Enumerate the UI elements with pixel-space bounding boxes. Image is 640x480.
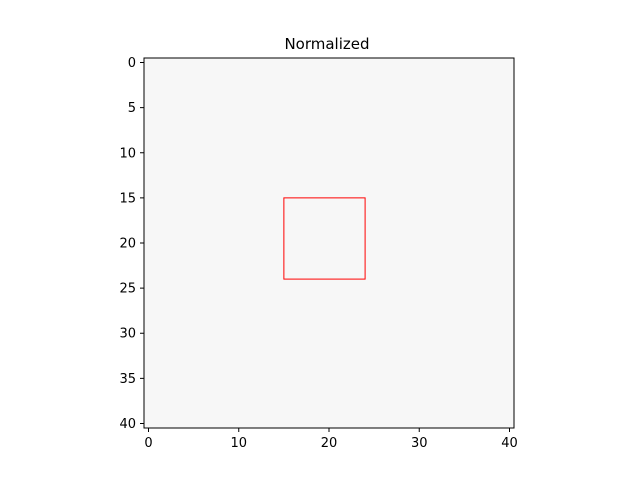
heatmap-word-3: are — [216, 281, 412, 409]
chart-title: Normalized — [284, 35, 369, 53]
y-tick-label: 30 — [119, 327, 136, 342]
y-tick-label: 0 — [128, 56, 136, 71]
x-axis: 0 10 20 30 40 — [144, 428, 517, 451]
heatmap-word-2: espio — [139, 155, 458, 283]
y-tick-label: 10 — [119, 146, 136, 161]
y-axis: 0 5 10 15 20 25 30 35 40 — [119, 56, 144, 432]
y-tick-label: 25 — [119, 282, 136, 297]
x-tick-label: 0 — [144, 436, 152, 451]
x-tick-label: 20 — [321, 436, 338, 451]
y-tick-label: 20 — [119, 237, 136, 252]
y-tick-label: 40 — [119, 417, 136, 432]
x-tick-label: 10 — [230, 436, 247, 451]
x-tick-label: 40 — [501, 436, 518, 451]
y-tick-label: 5 — [128, 101, 136, 116]
y-tick-label: 35 — [119, 372, 136, 387]
x-tick-label: 30 — [411, 436, 428, 451]
y-tick-label: 15 — [119, 191, 136, 206]
